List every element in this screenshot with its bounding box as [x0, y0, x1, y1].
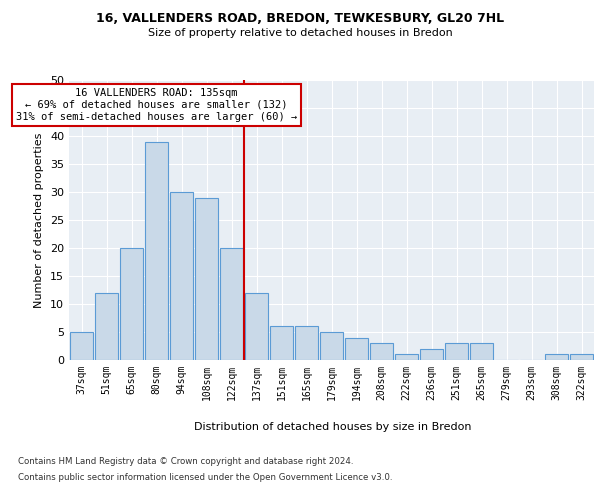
Bar	[245, 293, 268, 360]
Bar	[170, 192, 193, 360]
Bar	[320, 332, 343, 360]
Bar	[270, 326, 293, 360]
Text: Contains public sector information licensed under the Open Government Licence v3: Contains public sector information licen…	[18, 472, 392, 482]
Bar	[545, 354, 568, 360]
Bar	[370, 343, 393, 360]
Bar	[395, 354, 418, 360]
Bar	[570, 354, 593, 360]
Bar	[220, 248, 243, 360]
Bar	[345, 338, 368, 360]
Bar	[145, 142, 168, 360]
Bar	[445, 343, 468, 360]
Bar	[70, 332, 93, 360]
Bar	[420, 349, 443, 360]
Bar	[120, 248, 143, 360]
Text: Contains HM Land Registry data © Crown copyright and database right 2024.: Contains HM Land Registry data © Crown c…	[18, 458, 353, 466]
Bar	[295, 326, 318, 360]
Text: 16, VALLENDERS ROAD, BREDON, TEWKESBURY, GL20 7HL: 16, VALLENDERS ROAD, BREDON, TEWKESBURY,…	[96, 12, 504, 26]
Text: 16 VALLENDERS ROAD: 135sqm
← 69% of detached houses are smaller (132)
31% of sem: 16 VALLENDERS ROAD: 135sqm ← 69% of deta…	[16, 88, 297, 122]
Text: Size of property relative to detached houses in Bredon: Size of property relative to detached ho…	[148, 28, 452, 38]
Bar	[470, 343, 493, 360]
Text: Distribution of detached houses by size in Bredon: Distribution of detached houses by size …	[194, 422, 472, 432]
Y-axis label: Number of detached properties: Number of detached properties	[34, 132, 44, 308]
Bar	[195, 198, 218, 360]
Bar	[95, 293, 118, 360]
